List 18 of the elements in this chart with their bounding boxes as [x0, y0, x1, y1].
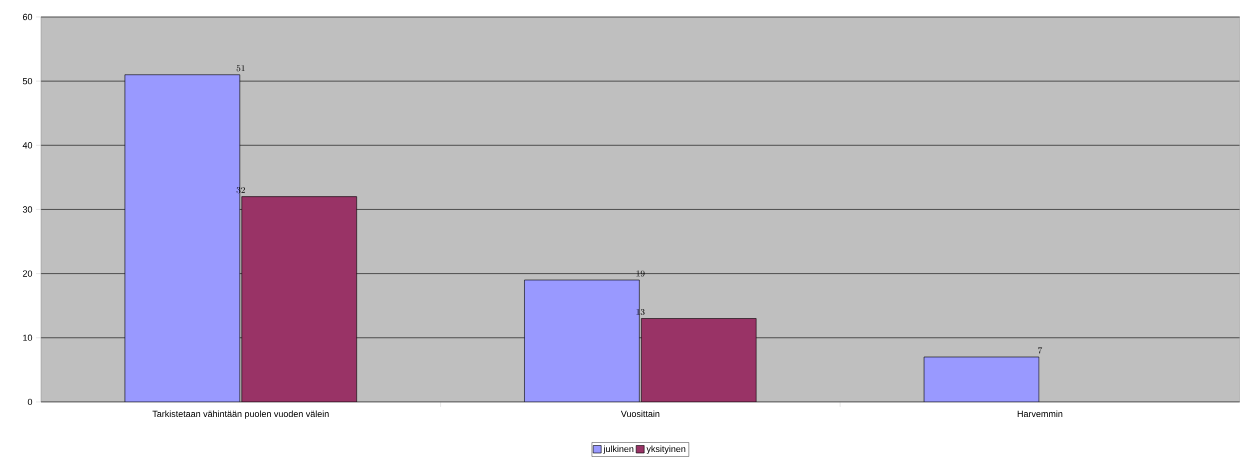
- y-tick-label: 30: [22, 206, 33, 213]
- x-tick-label: Harvemmin: [1017, 410, 1063, 418]
- y-tick-label: 20: [22, 270, 33, 277]
- bar: [923, 356, 1040, 402]
- data-label: 32: [236, 187, 245, 194]
- y-tick-label: 0: [27, 398, 33, 406]
- data-label: 13: [636, 308, 645, 316]
- x-tick-label: Vuosittain: [620, 410, 660, 418]
- data-label: 19: [636, 270, 645, 277]
- y-tick-label: 40: [22, 142, 33, 149]
- y-tick-label: 60: [22, 13, 33, 21]
- y-tick-label: 10: [23, 334, 33, 341]
- legend-label: julkinen: [603, 445, 634, 454]
- legend-label: yksityinen: [646, 445, 686, 454]
- data-label: 51: [236, 65, 245, 72]
- x-tick-label: Tarkistetaan vähintään puolen vuoden välein: [152, 410, 329, 419]
- y-tick-label: 50: [22, 78, 33, 85]
- data-label: 7: [1038, 347, 1043, 354]
